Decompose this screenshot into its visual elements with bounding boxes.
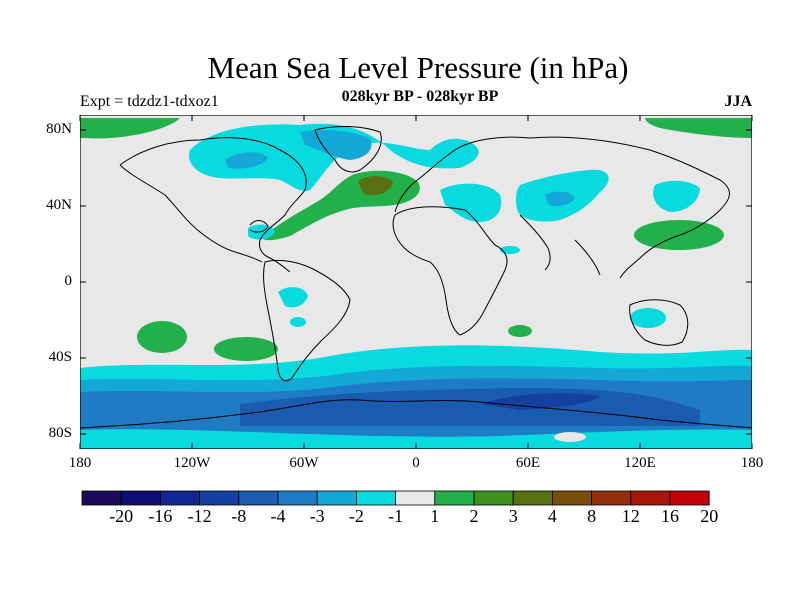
arctic-green-east xyxy=(645,118,752,138)
arctic-green-west xyxy=(80,118,180,139)
greenland-low xyxy=(189,123,479,191)
southern-core-darkblue xyxy=(480,393,600,410)
lat-label-80s: 80S xyxy=(48,425,72,441)
colorbar-box xyxy=(434,490,475,506)
colorbar-box xyxy=(669,490,710,506)
antarctic-neutral-patch xyxy=(554,432,586,442)
map-title: Mean Sea Level Pressure (in hPa) xyxy=(207,50,629,85)
coast-south-america xyxy=(263,259,351,382)
colorbar-box xyxy=(159,490,200,506)
labrador-low-core xyxy=(225,152,268,169)
colorbar-box xyxy=(552,490,593,506)
asia-low-core xyxy=(545,191,575,206)
colorbar-label: -16 xyxy=(148,506,173,526)
season-label: JJA xyxy=(724,93,752,110)
coast-africa xyxy=(392,206,508,336)
lat-label-40s: 40S xyxy=(48,349,72,365)
colorbar-label: -12 xyxy=(187,506,212,526)
lat-label-80n: 80N xyxy=(46,121,72,137)
africa-low xyxy=(500,246,520,254)
colorbar-label: -3 xyxy=(309,506,325,526)
lon-label-60e: 60E xyxy=(515,455,541,471)
period-label: 028kyr BP - 028kyr BP xyxy=(341,88,499,105)
colorbar-label: 3 xyxy=(508,506,518,526)
colorbar-box xyxy=(316,490,357,506)
colorbar-label: -20 xyxy=(109,506,134,526)
colorbar-label: -1 xyxy=(388,506,404,526)
colorbar-label: -4 xyxy=(270,506,286,526)
south-america-low-2 xyxy=(290,317,306,327)
antarctic-inner-cyan xyxy=(80,429,752,449)
eurasia-low xyxy=(440,183,502,222)
colorbar-box xyxy=(591,490,632,506)
indian-ocean-high xyxy=(508,325,532,337)
lon-label-120w: 120W xyxy=(173,455,211,471)
coastlines xyxy=(80,125,752,429)
colorbar-box xyxy=(395,490,436,506)
colorbar-box xyxy=(238,490,279,506)
coast-north-america xyxy=(119,137,307,273)
lat-label-0: 0 xyxy=(64,273,73,289)
colorbar-box xyxy=(199,490,240,506)
lon-label-60w: 60W xyxy=(289,455,319,471)
colorbar-label: 2 xyxy=(469,506,479,526)
colorbar-label: 20 xyxy=(700,506,719,526)
lat-label-40n: 40N xyxy=(46,197,72,213)
colorbar-box xyxy=(120,490,161,506)
coast-greenland xyxy=(314,125,382,173)
lon-label-180e: 180 xyxy=(740,455,764,471)
colorbar-label: -8 xyxy=(231,506,247,526)
colorbar-label: 12 xyxy=(621,506,640,526)
colorbar-label: 1 xyxy=(430,506,440,526)
colorbar-box xyxy=(81,490,122,506)
colorbar-label: 4 xyxy=(547,506,557,526)
coast-antarctica xyxy=(80,399,752,429)
lon-label-120e: 120E xyxy=(624,455,656,471)
axis-ticks xyxy=(79,115,753,449)
colorbar-box xyxy=(277,490,318,506)
south-america-low xyxy=(278,287,308,308)
australia-low xyxy=(630,308,666,328)
colorbar-label: 8 xyxy=(587,506,597,526)
colorbar-box xyxy=(512,490,553,506)
colorbar-label: 16 xyxy=(661,506,679,526)
pacific-nw-low xyxy=(653,180,700,212)
map-field xyxy=(80,115,752,449)
experiment-label: Expt = tdzdz1-tdxoz1 xyxy=(80,93,219,110)
colorbar-box xyxy=(630,490,671,506)
atlantic-high-core xyxy=(358,176,393,196)
lon-label-180w: 180 xyxy=(68,455,92,471)
colorbar-box xyxy=(355,490,396,506)
colorbar-label: -2 xyxy=(348,506,364,526)
coast-eurasia xyxy=(394,136,730,279)
coast-australia xyxy=(629,299,689,346)
lon-label-0: 0 xyxy=(412,455,420,471)
south-pacific-high-west xyxy=(137,321,187,353)
south-pacific-high-east xyxy=(214,337,278,361)
colorbar xyxy=(81,490,710,506)
colorbar-box xyxy=(473,490,514,506)
